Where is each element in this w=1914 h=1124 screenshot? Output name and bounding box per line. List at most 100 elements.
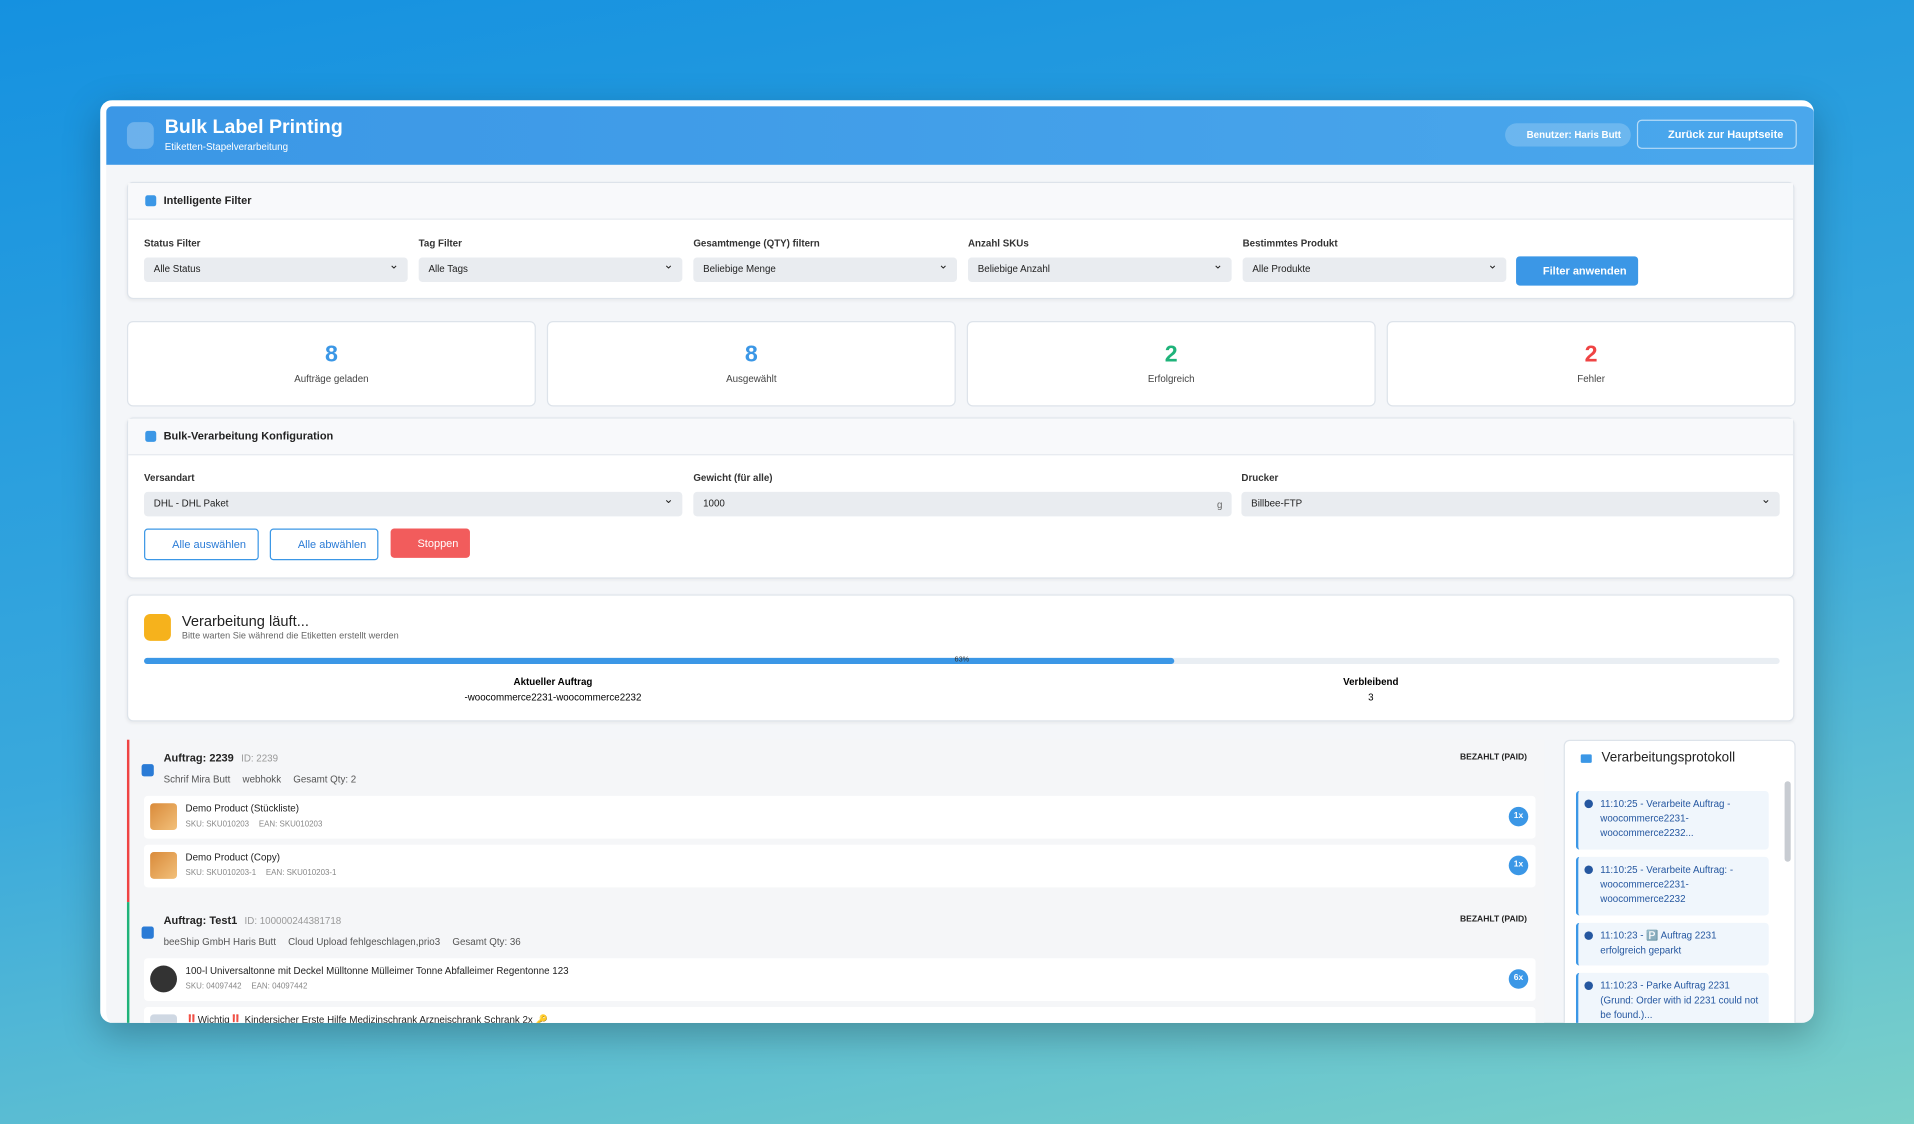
apply-filter-button[interactable]: Filter anwenden <box>1516 256 1638 286</box>
field-label: Anzahl SKUs <box>967 238 1029 250</box>
order-title: Auftrag: 2239 ID: 2239 <box>164 752 278 764</box>
product-name: 100-l Universaltonne mit Deckel Mülltonn… <box>185 965 569 977</box>
weight-unit: g <box>1216 499 1223 511</box>
field-label: Status Filter <box>144 238 201 250</box>
product-ean: EAN: 04097442 <box>251 982 308 992</box>
order-customer: beeShip GmbH Haris Butt <box>163 936 276 948</box>
stat-card: 2 Fehler <box>1386 321 1796 407</box>
user-badge: Benutzer: Haris Butt <box>1504 123 1631 147</box>
stat-label: Fehler <box>1577 373 1605 385</box>
log-title: Verarbeitungsprotokoll <box>1601 750 1736 766</box>
current-label: Aktueller Auftrag <box>513 676 593 688</box>
log-entry: 11:10:25 - Verarbeite Auftrag: - woocomm… <box>1575 856 1769 916</box>
order-customer: Schrif Mira Butt <box>163 773 231 785</box>
log-entry: 11:10:23 - Parke Auftrag 2231 (Grund: Or… <box>1575 972 1769 1023</box>
product-codes: SKU: SKU010203 EAN: SKU010203 <box>186 820 333 829</box>
order-status: BEZAHLT (PAID) <box>1459 753 1528 762</box>
progress-bar <box>144 657 1175 665</box>
field-label: Gewicht (für alle) <box>693 472 773 484</box>
field-label: Tag Filter <box>418 238 462 250</box>
item-qty: 6x <box>1508 969 1529 989</box>
field-label: Drucker <box>1241 472 1279 484</box>
log-entry: 11:10:25 - Verarbeite Auftrag - woocomme… <box>1575 790 1769 850</box>
filter-select[interactable]: Beliebige Anzahl <box>967 254 1232 282</box>
back-button[interactable]: Zurück zur Hauptseite <box>1637 119 1797 149</box>
field-label: Bestimmtes Produkt <box>1242 238 1338 250</box>
order-title: Auftrag: Test1 ID: 100000244381718 <box>164 914 342 926</box>
stop-button[interactable]: Stoppen <box>390 528 470 558</box>
stat-card: 8 Ausgewählt <box>546 321 956 407</box>
shipping-select[interactable]: DHL - DHL Paket <box>144 488 683 517</box>
log-icon <box>1580 754 1592 763</box>
select-all-button[interactable]: Alle auswählen <box>144 528 259 561</box>
product-name: Demo Product (Stückliste) <box>185 803 299 815</box>
order-item: 100-l Universaltonne mit Deckel Mülltonn… <box>144 958 1536 1001</box>
progress-track: 63% <box>144 657 1780 665</box>
remaining-value: 3 <box>1368 692 1374 704</box>
order-item: Demo Product (Stückliste) SKU: SKU010203 E… <box>144 795 1536 839</box>
app-window: Bulk Label Printing Etiketten-Stapelvera… <box>100 100 1814 1023</box>
weight-input[interactable]: 1000 <box>693 491 1232 517</box>
stat-card: 2 Erfolgreich <box>966 321 1376 407</box>
product-image <box>150 803 177 831</box>
filter-select[interactable]: Alle Produkte <box>1242 254 1507 282</box>
filter-card: Intelligente Filter Status Filter Alle St… <box>126 181 1795 300</box>
order-checkbox[interactable] <box>141 926 154 939</box>
order-id: ID: 100000244381718 <box>244 915 342 927</box>
card-title: Bulk-Verarbeitung Konfiguration <box>128 418 1794 456</box>
product-codes: SKU: SKU010203-1 EAN: SKU010203-1 <box>186 869 347 878</box>
order-meta: Schrif Mira Butt webhokk Gesamt Qty: 2 <box>164 774 369 785</box>
order-checkbox[interactable] <box>141 764 154 777</box>
product-name: ‼️Wichtig‼️ Kindersicher Erste Hilfe Med… <box>185 1014 548 1023</box>
printer-select[interactable]: Billbee-FTP <box>1241 488 1780 517</box>
order-meta: beeShip GmbH Haris Butt Cloud Upload fehl… <box>164 936 533 947</box>
order-item: Demo Product (Copy) SKU: SKU010203-1 EAN: … <box>144 844 1536 888</box>
product-ean: EAN: SKU010203-1 <box>265 869 337 878</box>
order-tags: Cloud Upload fehlgeschlagen,prio3 <box>288 936 441 948</box>
card-title: Intelligente Filter <box>128 183 1794 220</box>
stat-value: 2 <box>1584 341 1598 368</box>
product-name: Demo Product (Copy) <box>185 852 280 864</box>
progress-icon <box>144 613 171 641</box>
stat-value: 8 <box>324 341 338 368</box>
product-sku: SKU: SKU010203-1 <box>185 869 257 878</box>
filter-select[interactable]: Alle Tags <box>418 254 683 282</box>
filter-select[interactable]: Beliebige Menge <box>693 254 957 282</box>
progress-title: Verarbeitung läuft... <box>181 612 309 630</box>
remaining-label: Verbleibend <box>1343 676 1399 688</box>
item-qty: 1x <box>1508 806 1529 827</box>
product-ean: EAN: SKU010203 <box>258 820 323 829</box>
progress-subtitle: Bitte warten Sie während die Etiketten e… <box>181 629 399 641</box>
scrollbar <box>1784 781 1791 862</box>
order-qty: Gesamt Qty: 36 <box>452 936 521 948</box>
stat-label: Erfolgreich <box>1147 373 1195 385</box>
order-number: Auftrag: 2239 <box>163 751 234 765</box>
stat-label: Aufträge geladen <box>294 373 369 385</box>
app-title: Bulk Label Printing <box>164 117 343 138</box>
order-card: Auftrag: Test1 ID: 100000244381718 BEZAHLT… <box>126 902 1545 1023</box>
stat-value: 2 <box>1164 341 1178 368</box>
log-panel: Verarbeitungsprotokoll 11:10:25 - Verarb… <box>1563 739 1796 1023</box>
product-image <box>150 1014 177 1023</box>
order-status: BEZAHLT (PAID) <box>1459 915 1528 925</box>
product-codes: SKU: 04097442 EAN: 04097442 <box>186 983 318 992</box>
order-item: ‼️Wichtig‼️ Kindersicher Erste Hilfe Med… <box>144 1007 1536 1023</box>
product-sku: SKU: SKU010203 <box>185 820 250 829</box>
config-card: Bulk-Verarbeitung Konfiguration Versanda… <box>126 417 1795 579</box>
order-tags: webhokk <box>242 773 282 785</box>
app-subtitle: Etiketten-Stapelverarbeitung <box>164 141 289 153</box>
field-label: Versandart <box>144 472 195 484</box>
current-value: -woocommerce2231-woocommerce2232 <box>464 692 642 704</box>
stat-value: 8 <box>744 341 758 368</box>
header: Bulk Label Printing Etiketten-Stapelvera… <box>106 106 1814 165</box>
log-entry: 11:10:23 - 🅿️ Auftrag 2231 erfolgreich g… <box>1575 922 1769 966</box>
product-sku: SKU: 04097442 <box>185 982 242 992</box>
deselect-all-button[interactable]: Alle abwählen <box>269 528 379 561</box>
product-image <box>150 965 177 993</box>
filter-select[interactable]: Alle Status <box>144 254 408 282</box>
item-qty: 1x <box>1508 855 1529 876</box>
order-number: Auftrag: Test1 <box>163 914 238 927</box>
stat-label: Ausgewählt <box>726 373 777 385</box>
